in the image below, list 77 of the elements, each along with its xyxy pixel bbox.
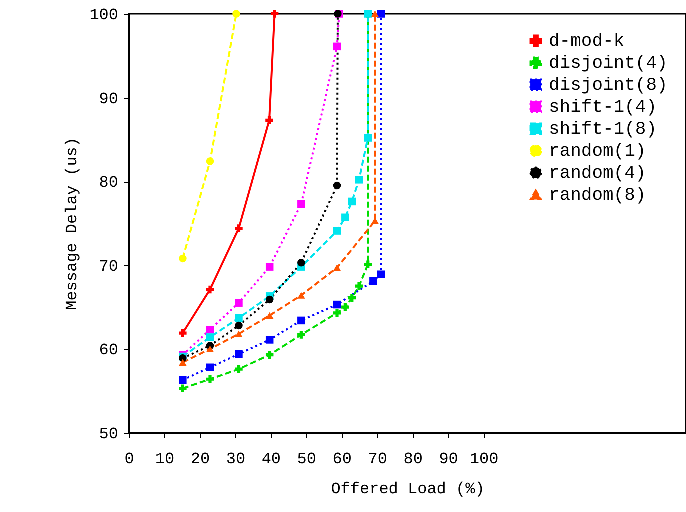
x-tick-label: 10 xyxy=(155,450,175,468)
x-tick-label: 70 xyxy=(368,450,388,468)
point xyxy=(298,292,306,299)
point xyxy=(266,263,274,271)
point xyxy=(266,312,274,320)
point xyxy=(348,198,356,206)
y-tick-label: 70 xyxy=(99,258,118,276)
legend-label: shift-1(4) xyxy=(549,98,658,118)
point xyxy=(371,10,380,18)
point xyxy=(235,330,243,338)
point xyxy=(179,376,187,384)
y-tick-label: 80 xyxy=(99,174,118,192)
x-tick-label: 20 xyxy=(190,450,210,468)
x-tick-label: 40 xyxy=(262,450,282,468)
point xyxy=(355,282,364,290)
x-tick-label: 80 xyxy=(404,450,423,468)
point xyxy=(235,314,243,322)
x-tick-label: 60 xyxy=(332,450,352,468)
point xyxy=(266,296,274,304)
x-tick-label: 100 xyxy=(470,450,499,468)
point xyxy=(355,176,364,184)
point xyxy=(206,326,214,334)
x-axis-title: Offered Load (%) xyxy=(331,480,485,498)
y-tick-label: 100 xyxy=(90,6,118,24)
point xyxy=(333,42,342,51)
point xyxy=(206,334,214,342)
y-axis-title: Message Delay (us) xyxy=(64,138,82,310)
point xyxy=(206,158,214,166)
point xyxy=(298,316,306,325)
point xyxy=(206,375,214,384)
legend-label: shift-1(8) xyxy=(549,120,658,140)
point xyxy=(333,300,342,309)
point xyxy=(342,303,350,312)
point xyxy=(298,200,306,208)
point xyxy=(298,331,306,339)
x-tick-label: 50 xyxy=(297,450,316,468)
point xyxy=(333,309,342,318)
point xyxy=(206,286,214,294)
point xyxy=(232,10,240,18)
point xyxy=(364,134,372,142)
point xyxy=(179,254,187,263)
point xyxy=(348,294,356,302)
point xyxy=(377,270,386,278)
point xyxy=(342,214,350,222)
y-tick-label: 60 xyxy=(99,342,118,360)
legend-label: disjoint(8) xyxy=(549,76,668,96)
x-tick-label: 30 xyxy=(226,450,246,468)
point xyxy=(235,299,243,307)
point xyxy=(179,359,187,366)
point xyxy=(333,182,342,190)
point xyxy=(266,116,274,124)
legend-label: random(4) xyxy=(549,164,646,184)
point xyxy=(333,264,342,272)
legend-label: d-mod-k xyxy=(549,32,625,52)
y-tick-label: 50 xyxy=(99,426,118,444)
point xyxy=(206,346,214,353)
point xyxy=(370,277,378,286)
point xyxy=(298,259,306,267)
point xyxy=(266,336,274,344)
point xyxy=(270,10,279,18)
point xyxy=(377,10,386,18)
legend-label: disjoint(4) xyxy=(549,54,668,74)
point xyxy=(266,351,274,359)
point xyxy=(206,364,214,372)
y-tick-label: 90 xyxy=(99,90,118,108)
point xyxy=(333,227,342,235)
point xyxy=(235,224,243,232)
point xyxy=(235,365,243,374)
legend-label: random(8) xyxy=(549,186,646,206)
x-tick-label: 0 xyxy=(124,450,134,468)
point xyxy=(235,322,243,330)
point xyxy=(179,329,187,338)
x-tick-label: 90 xyxy=(439,450,458,468)
point xyxy=(179,384,187,392)
legend-label: random(1) xyxy=(549,142,646,162)
point xyxy=(235,350,243,358)
point xyxy=(364,260,372,268)
